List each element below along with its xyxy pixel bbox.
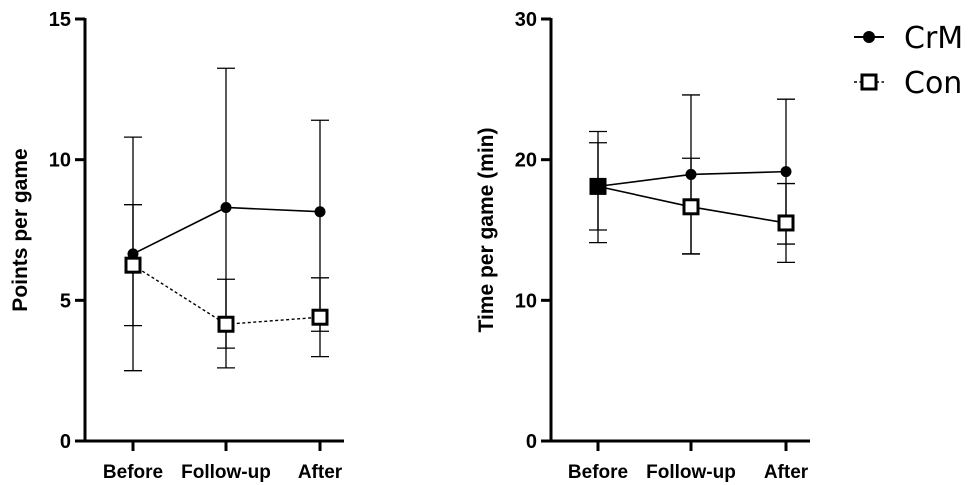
x-tick-label: After [298,462,343,483]
x-tick-label: Follow-up [646,462,736,483]
data-point-con [311,308,329,326]
legend-marker-con [860,73,878,91]
data-point-crm [314,206,326,218]
x-tick-label: After [764,462,809,483]
data-point-crm [780,166,792,178]
y-tick-label: 30 [515,9,537,31]
data-point-crm [127,248,139,260]
time-per-game-panel: 0 10 20 30 Before Follow-up After Time per game… [475,9,810,483]
y-tick-label: 15 [49,9,71,31]
data-point-con [777,214,795,232]
y-tick-label: 0 [526,431,537,453]
y-tick-label: 10 [515,290,537,312]
y-tick-label: 10 [49,150,71,172]
y-tick-label: 0 [60,431,71,453]
y-axis-title: Time per game (min) [475,128,498,333]
x-tick-label: Before [103,462,163,483]
data-point-con [124,256,142,274]
data-point-con [217,315,235,333]
legend-label: CrM [904,21,963,56]
data-point-con [682,198,700,216]
x-tick-label: Before [568,462,628,483]
points-per-game-panel: 0 5 10 15 Before Follow-up After Points per gam… [9,9,344,483]
legend-marker-crm [863,31,875,43]
legend: CrM Con [854,21,963,101]
data-point-overlap [591,179,605,194]
y-tick-label: 5 [60,290,71,312]
legend-label: Con [904,66,962,101]
data-point-crm [220,201,232,213]
y-tick-label: 20 [515,150,537,172]
y-axis-title: Points per game [9,148,32,311]
x-tick-label: Follow-up [181,462,271,483]
data-point-crm [685,168,697,180]
